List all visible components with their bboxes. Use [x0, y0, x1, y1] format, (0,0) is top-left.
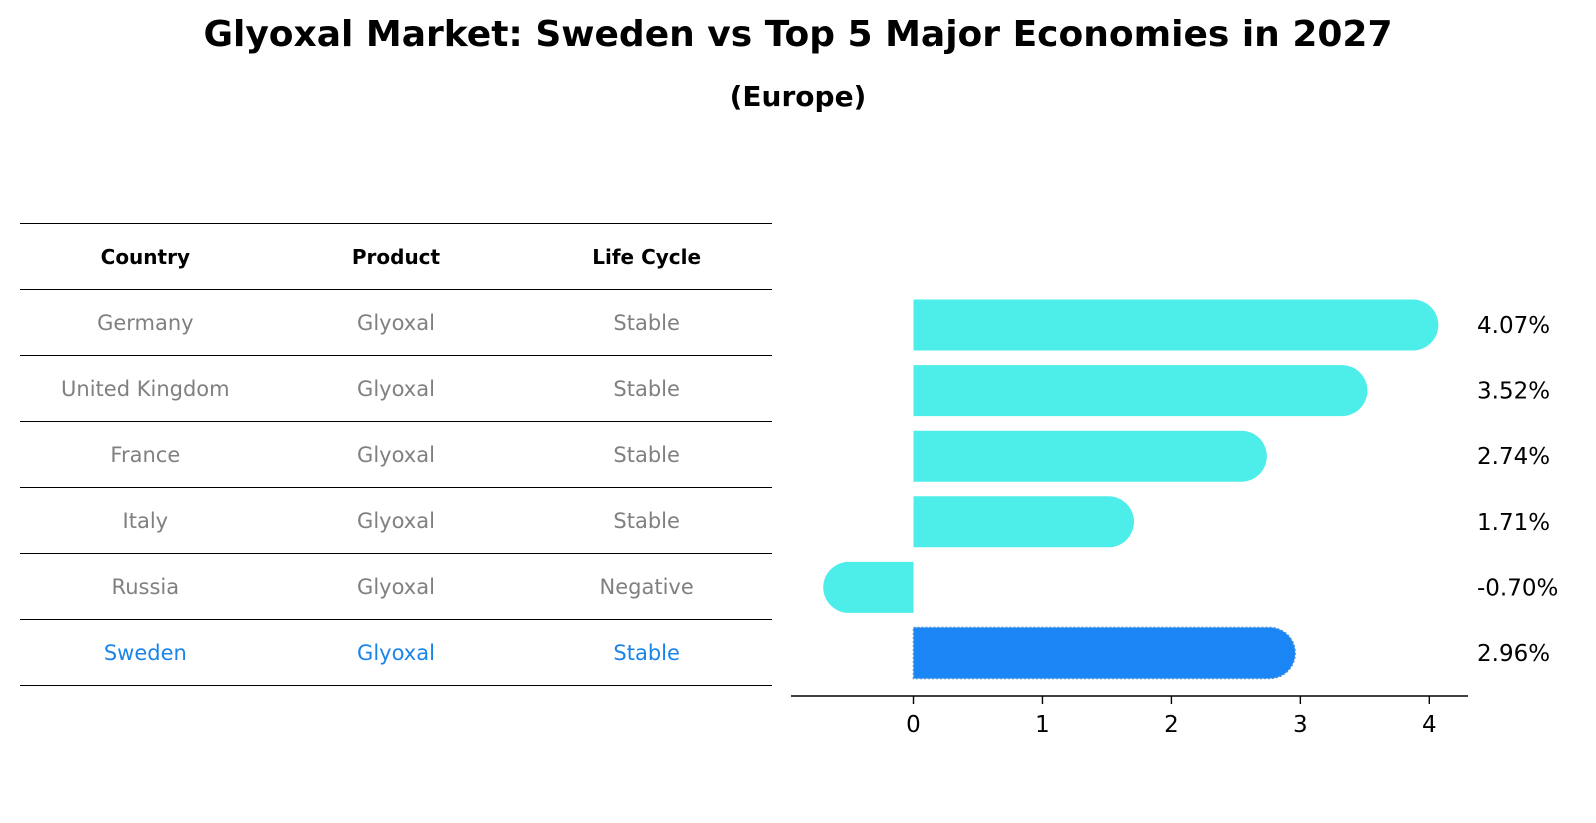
- bar-germany: [913, 299, 1439, 351]
- bar-value-label: -0.70%: [1477, 575, 1558, 601]
- table-row: Russia Glyoxal Negative: [20, 553, 772, 620]
- bar-italy: [913, 496, 1135, 548]
- chart-title: Glyoxal Market: Sweden vs Top 5 Major Ec…: [203, 14, 1393, 55]
- cell-country: Italy: [20, 487, 271, 554]
- header-product: Product: [270, 223, 522, 290]
- header-life-cycle: Life Cycle: [521, 223, 772, 290]
- x-tick-label: 2: [1164, 712, 1179, 738]
- bar-russia: [823, 561, 914, 613]
- bar-united-kingdom: [913, 365, 1368, 417]
- table-row-highlighted: Sweden Glyoxal Stable: [20, 619, 772, 686]
- cell-country: Russia: [20, 553, 271, 620]
- header-country: Country: [20, 223, 271, 290]
- cell-product: Glyoxal: [270, 355, 522, 422]
- x-tick-label: 0: [906, 712, 921, 738]
- cell-product: Glyoxal: [270, 553, 522, 620]
- x-tick-label: 3: [1293, 712, 1308, 738]
- bar-value-label: 2.96%: [1477, 641, 1550, 667]
- table-header-row: Country Product Life Cycle: [20, 223, 772, 290]
- chart-subtitle: (Europe): [729, 80, 867, 113]
- bar-value-label: 3.52%: [1477, 379, 1550, 405]
- cell-life-cycle: Stable: [521, 619, 772, 686]
- x-tick-label: 1: [1035, 712, 1050, 738]
- table-row: France Glyoxal Stable: [20, 421, 772, 488]
- table-row: Italy Glyoxal Stable: [20, 487, 772, 554]
- cell-country: France: [20, 421, 271, 488]
- table-row: Germany Glyoxal Stable: [20, 289, 772, 356]
- cell-product: Glyoxal: [270, 421, 522, 488]
- cell-product: Glyoxal: [270, 289, 522, 356]
- bar-value-label: 4.07%: [1477, 313, 1550, 339]
- table-row: United Kingdom Glyoxal Stable: [20, 355, 772, 422]
- cell-life-cycle: Stable: [521, 421, 772, 488]
- x-tick-label: 4: [1422, 712, 1437, 738]
- cell-life-cycle: Stable: [521, 289, 772, 356]
- cell-product: Glyoxal: [270, 619, 522, 686]
- cell-product: Glyoxal: [270, 487, 522, 554]
- cell-country: United Kingdom: [20, 355, 271, 422]
- cell-life-cycle: Negative: [521, 553, 772, 620]
- bar-value-label: 1.71%: [1477, 510, 1550, 536]
- bar-sweden: [912, 626, 1296, 680]
- cell-country: Sweden: [20, 619, 271, 686]
- bar-value-label: 2.74%: [1477, 444, 1550, 470]
- bar-france: [913, 430, 1267, 482]
- data-table: Country Product Life Cycle Germany Glyox…: [20, 223, 772, 686]
- cell-country: Germany: [20, 289, 271, 356]
- cell-life-cycle: Stable: [521, 487, 772, 554]
